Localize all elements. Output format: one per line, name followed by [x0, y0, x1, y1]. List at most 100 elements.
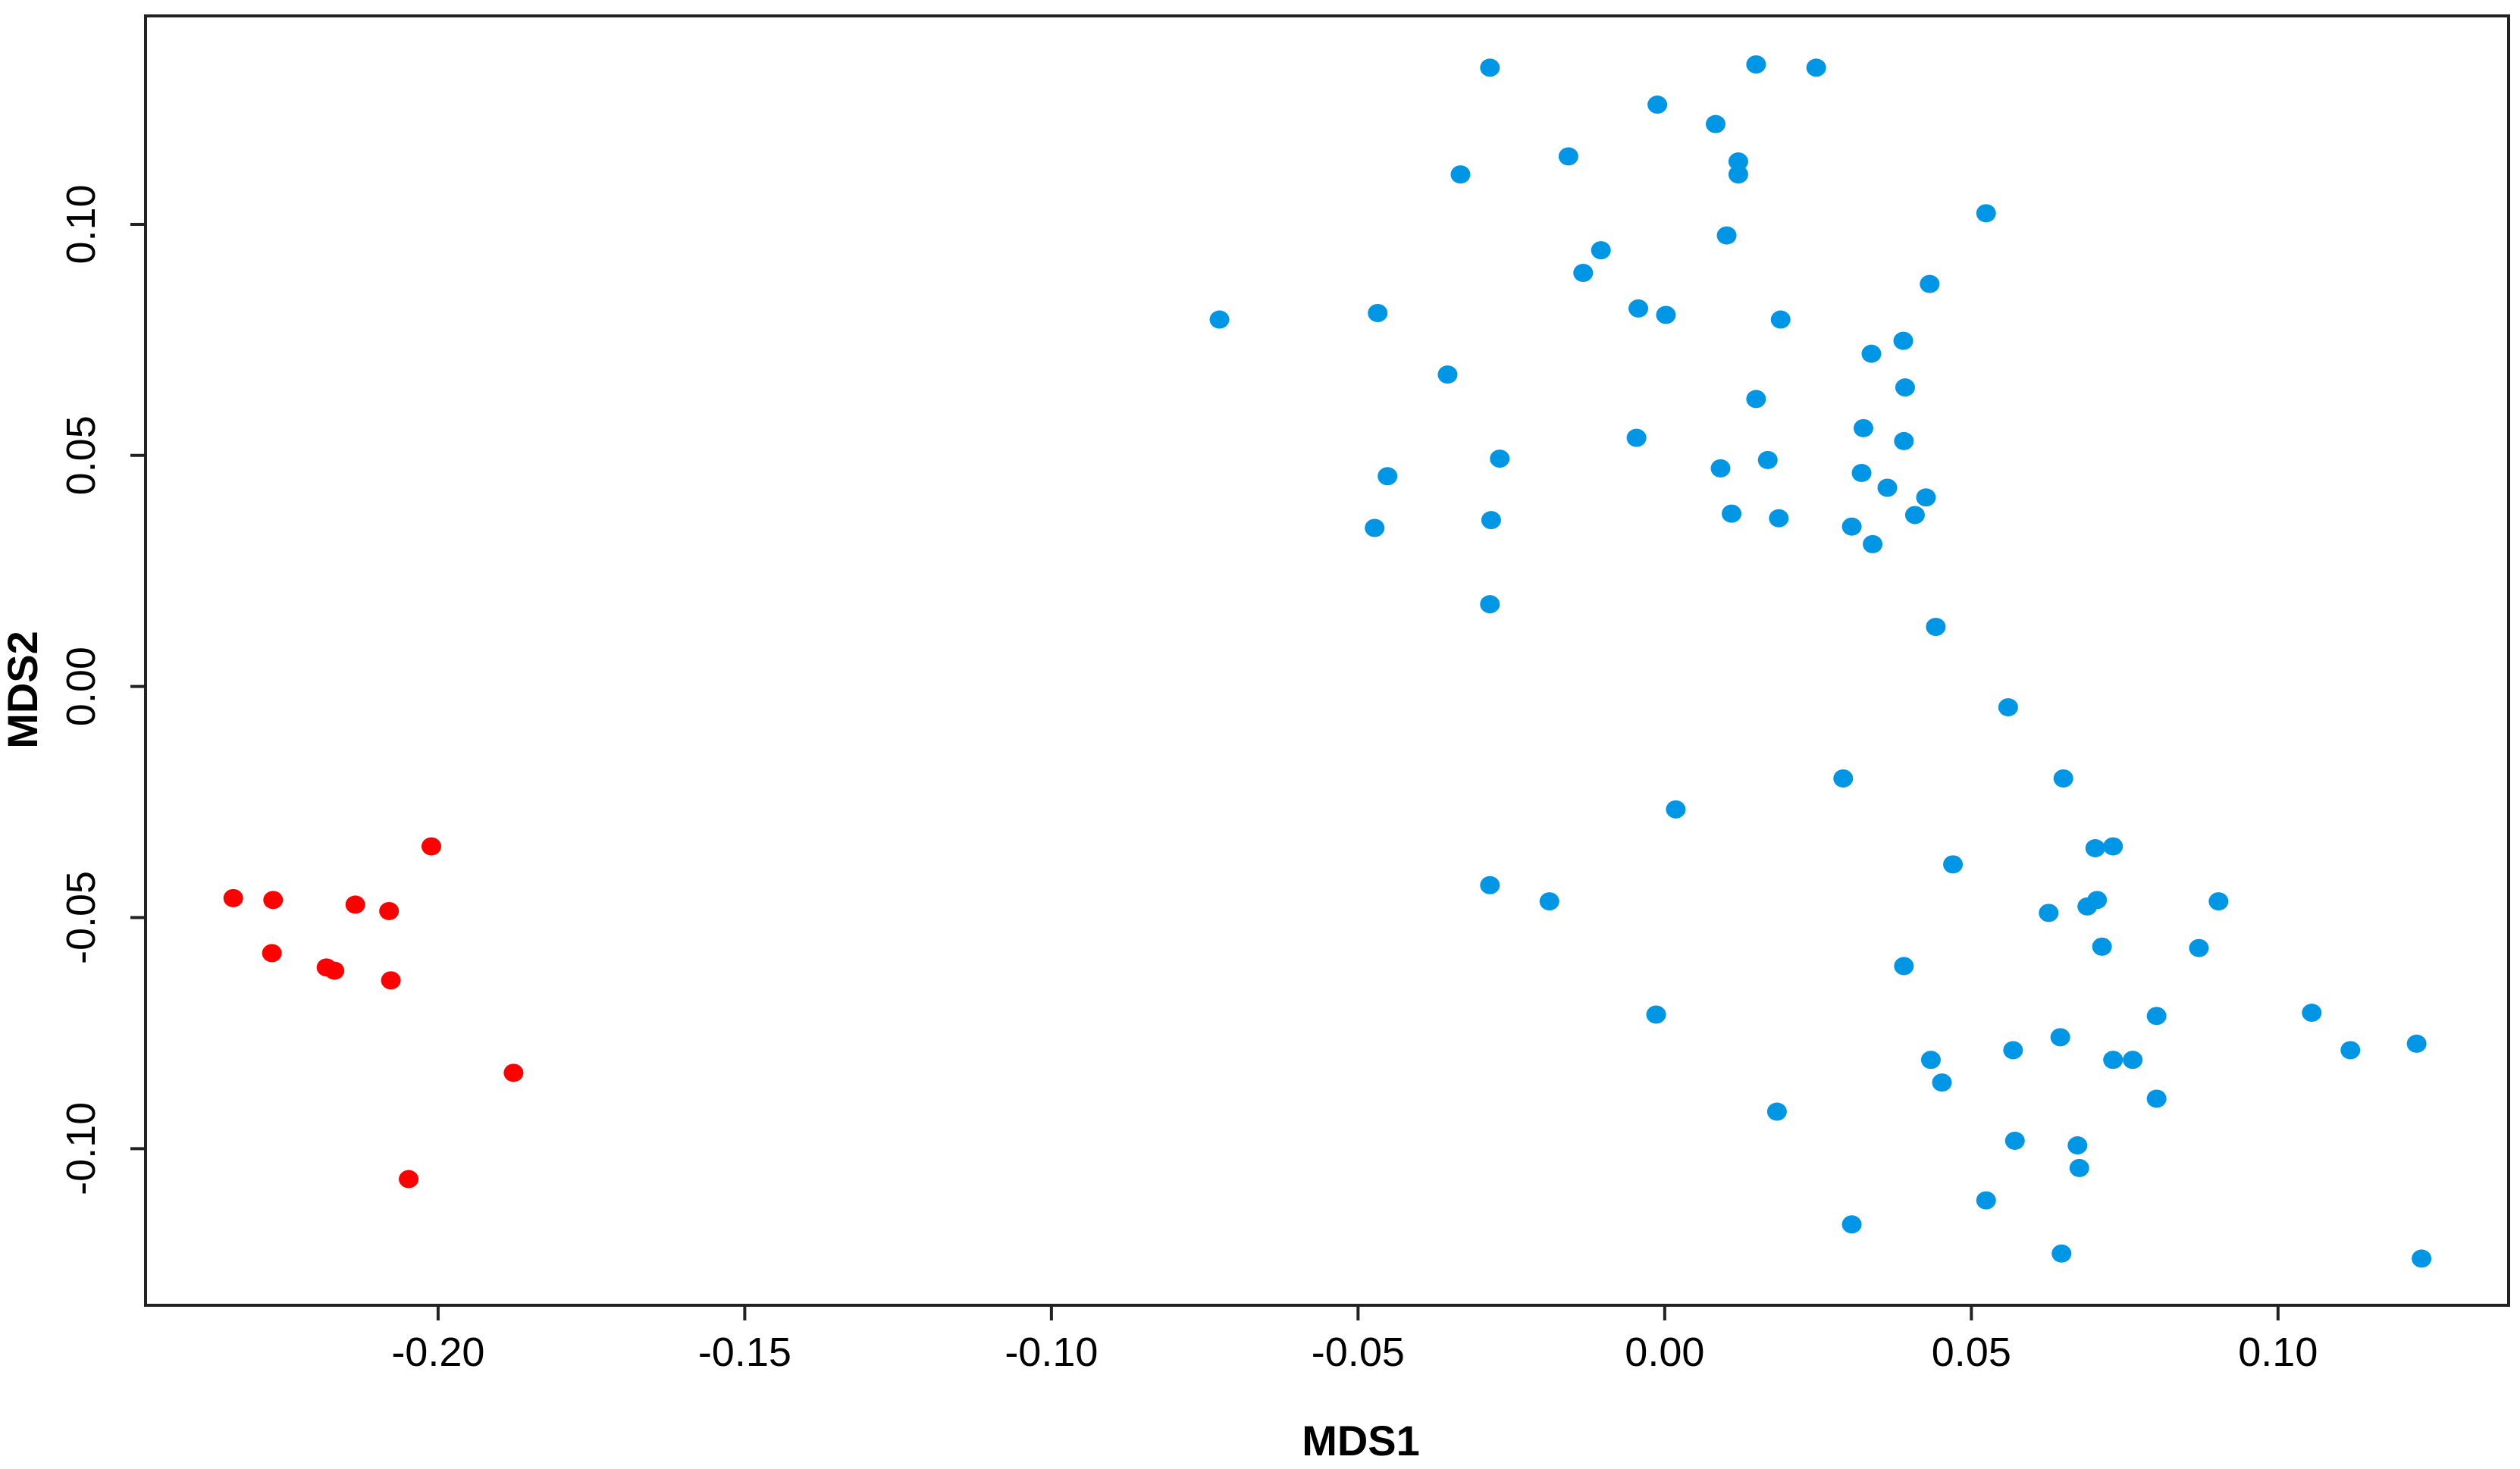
point [379, 901, 400, 920]
point [2004, 1131, 2025, 1150]
point [2302, 1004, 2322, 1023]
point [2069, 1158, 2089, 1177]
point [2092, 937, 2112, 956]
point [1851, 463, 1872, 482]
x-tick-label: 0.10 [2238, 1330, 2318, 1375]
point [2067, 1136, 2088, 1155]
point [1722, 504, 1742, 523]
point [1920, 274, 1940, 293]
point [1893, 331, 1914, 350]
plot-frame [144, 14, 2510, 1307]
x-axis-title: MDS1 [1302, 1417, 1420, 1464]
x-tick-label: 0.05 [1932, 1330, 2011, 1375]
point [1480, 875, 1500, 894]
point [381, 971, 401, 990]
point [2103, 837, 2124, 856]
x-tick-label: -0.20 [391, 1330, 484, 1375]
point [1646, 1005, 1666, 1024]
point [2146, 1007, 2167, 1026]
x-tick-label: -0.10 [1005, 1330, 1098, 1375]
point [1998, 698, 2018, 717]
point [1573, 263, 1594, 282]
y-tick-label: 0.00 [58, 647, 104, 726]
point [2412, 1249, 2432, 1268]
point [2085, 839, 2105, 858]
point [2087, 891, 2108, 910]
point [1766, 1102, 1787, 1121]
point [1895, 378, 1915, 397]
point [2003, 1041, 2023, 1060]
point [1450, 165, 1471, 184]
point [1437, 365, 1458, 384]
point [1628, 299, 1649, 318]
point [1480, 58, 1500, 77]
point [263, 891, 284, 910]
point [1976, 1191, 1996, 1210]
point [1904, 506, 1925, 525]
y-tick-label: -0.05 [58, 871, 104, 964]
point [1728, 165, 1748, 184]
point [2146, 1089, 2167, 1108]
point [2051, 1244, 2072, 1263]
point [1841, 1215, 1862, 1234]
point [1926, 617, 1946, 636]
point [2050, 1028, 2070, 1047]
point [1877, 478, 1898, 497]
point [1656, 305, 1676, 324]
point [345, 895, 365, 914]
point [1757, 450, 1778, 469]
point [2103, 1051, 2124, 1070]
point [262, 944, 282, 963]
point [1746, 390, 1766, 409]
point [1894, 957, 1914, 976]
point [223, 888, 243, 907]
point [1863, 534, 1883, 553]
y-tick-label: 0.05 [58, 415, 104, 495]
point [399, 1170, 419, 1189]
point [1716, 226, 1737, 245]
point [1209, 310, 1230, 329]
point [1480, 595, 1500, 614]
point [1861, 344, 1882, 363]
x-tick-label: -0.05 [1312, 1330, 1405, 1375]
point [1481, 511, 1501, 530]
point [2053, 769, 2073, 788]
point [2340, 1041, 2361, 1060]
point [503, 1063, 524, 1082]
x-tick-label: 0.00 [1625, 1330, 1704, 1375]
point [1746, 55, 1766, 74]
point [1558, 147, 1578, 166]
point [1365, 518, 1385, 537]
point [1943, 855, 1964, 874]
point [1539, 892, 1559, 911]
point [1932, 1073, 1952, 1092]
point [1626, 428, 1647, 447]
point [1647, 96, 1668, 114]
point [2189, 938, 2209, 957]
point [1770, 310, 1791, 329]
point [1853, 418, 1873, 437]
point [1666, 800, 1686, 819]
point [1591, 241, 1611, 260]
point [2039, 904, 2059, 922]
point [1894, 431, 1914, 450]
point [1728, 152, 1748, 171]
point [1916, 488, 1936, 507]
point [1833, 769, 1854, 788]
point [421, 837, 441, 856]
point [1806, 58, 1826, 77]
y-axis-title: MDS2 [0, 631, 46, 749]
point [1368, 304, 1388, 323]
point [324, 961, 345, 980]
point [1976, 204, 1996, 223]
y-tick-label: -0.10 [58, 1102, 104, 1195]
point [1841, 517, 1862, 536]
point [2123, 1051, 2143, 1070]
point [1920, 1051, 1941, 1070]
point [2208, 892, 2229, 911]
point [1490, 449, 1510, 468]
point [2406, 1034, 2427, 1053]
y-tick-label: 0.10 [58, 184, 104, 264]
x-tick-label: -0.15 [698, 1330, 791, 1375]
